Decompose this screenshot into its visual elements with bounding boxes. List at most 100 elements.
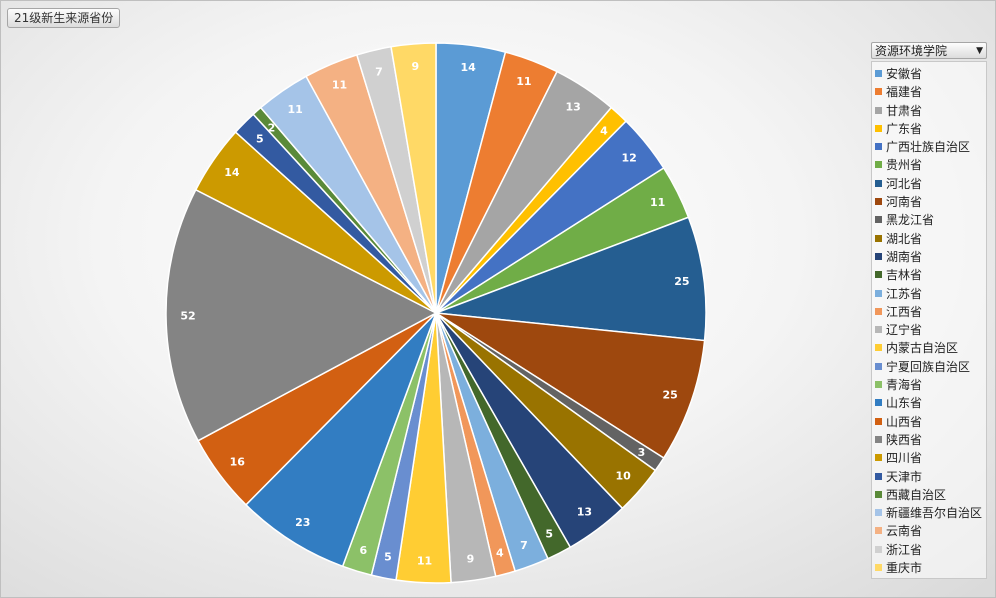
legend-swatch (875, 234, 882, 242)
data-label-23: 5 (256, 133, 264, 146)
legend-item[interactable]: 陕西省 (875, 431, 982, 449)
legend-item[interactable]: 湖南省 (875, 248, 982, 266)
legend-item-label: 福建省 (886, 85, 923, 100)
data-label-11: 13 (577, 506, 592, 519)
legend-item-label: 重庆市 (886, 561, 923, 576)
legend-item[interactable]: 新疆维吾尔自治区 (875, 504, 982, 522)
legend: 安徽省福建省甘肃省广东省 广西壮族自治区贵州省河北省河南省黑龙江省湖北省湖南省吉林… (871, 61, 987, 579)
pie-slice-19[interactable] (244, 312, 437, 568)
data-label-28: 9 (411, 60, 419, 73)
legend-swatch (875, 564, 882, 572)
legend-swatch (875, 362, 882, 370)
legend-swatch (875, 527, 882, 535)
legend-swatch (875, 399, 882, 407)
legend-item[interactable]: 山西省 (875, 413, 982, 431)
legend-item[interactable]: 广东省 (875, 120, 982, 138)
legend-item-label: 山西省 (886, 414, 923, 429)
legend-swatch (875, 307, 882, 315)
legend-item[interactable]: 重庆市 (875, 559, 982, 577)
data-label-3: 13 (565, 100, 580, 113)
legend-item-label: 湖南省 (886, 249, 923, 264)
data-label-21: 52 (180, 309, 195, 322)
legend-item[interactable]: 贵州省 (875, 156, 982, 174)
legend-item-label: 内蒙古自治区 (886, 341, 959, 356)
legend-item[interactable]: 广西壮族自治区 (875, 138, 982, 156)
data-label-14: 4 (496, 547, 504, 560)
legend-item[interactable]: 河南省 (875, 193, 982, 211)
data-label-24: 2 (268, 121, 276, 134)
legend-item[interactable]: 西藏自治区 (875, 486, 982, 504)
legend-item-label: 黑龙江省 (886, 213, 935, 228)
legend-item-label: 陕西省 (886, 432, 923, 447)
data-label-7: 25 (674, 275, 689, 288)
legend-swatch (875, 381, 882, 389)
legend-item-label: 青海省 (886, 378, 923, 393)
data-label-27: 7 (375, 66, 383, 79)
legend-swatch (875, 198, 882, 206)
legend-item-label: 安徽省 (886, 67, 923, 81)
legend-item-label: 浙江省 (886, 542, 923, 557)
data-label-22: 14 (224, 166, 240, 179)
legend-swatch (875, 509, 882, 517)
legend-item-label: 西藏自治区 (886, 487, 947, 502)
legend-swatch (875, 289, 882, 297)
pie-slice-8[interactable] (435, 312, 706, 460)
legend-item[interactable]: 浙江省 (875, 541, 982, 559)
legend-item[interactable]: 江西省 (875, 303, 982, 321)
legend-item-label: 贵州省 (886, 158, 923, 173)
pie-slice-7[interactable] (435, 216, 707, 342)
pie-slice-21[interactable] (165, 188, 438, 442)
chart-title[interactable]: 21级新生来源省份 (7, 8, 121, 28)
legend-item[interactable]: 安徽省 (875, 65, 982, 83)
data-label-10: 10 (616, 470, 632, 483)
legend-filter-dropdown[interactable]: 资源环境学院 ▼ (871, 42, 987, 59)
legend-item-label: 四川省 (886, 451, 923, 466)
data-label-13: 7 (520, 539, 528, 552)
legend-item[interactable]: 福建省 (875, 83, 982, 101)
pie-slice-28[interactable] (390, 42, 437, 314)
legend-swatch (875, 435, 882, 443)
legend-swatch (875, 326, 882, 334)
data-label-19: 23 (295, 516, 310, 529)
data-label-12: 5 (545, 528, 553, 541)
legend-item[interactable]: 云南省 (875, 522, 982, 540)
legend-swatch (875, 545, 882, 553)
legend-item-label: 甘肃省 (886, 103, 923, 118)
legend-item-label: 湖北省 (886, 231, 923, 246)
legend-item[interactable]: 四川省 (875, 449, 982, 467)
legend-item[interactable]: 江苏省 (875, 285, 982, 303)
legend-item-label: 云南省 (886, 524, 923, 539)
legend-item[interactable]: 内蒙古自治区 (875, 339, 982, 357)
data-label-9: 3 (638, 446, 646, 459)
legend-swatch (875, 143, 882, 151)
legend-swatch (875, 472, 882, 480)
legend-item[interactable]: 青海省 (875, 376, 982, 394)
legend-item[interactable]: 黑龙江省 (875, 211, 982, 229)
legend-swatch (875, 216, 882, 224)
legend-item[interactable]: 天津市 (875, 468, 982, 486)
legend-item[interactable]: 辽宁省 (875, 321, 982, 339)
legend-item[interactable]: 河北省 (875, 175, 982, 193)
legend-filter-label: 资源环境学院 (875, 44, 948, 58)
legend-item[interactable]: 湖北省 (875, 230, 982, 248)
legend-swatch (875, 124, 882, 132)
legend-item[interactable]: 宁夏回族自治区 (875, 358, 982, 376)
data-label-8: 25 (663, 388, 678, 401)
legend-swatch (875, 161, 882, 169)
legend-item-label: 天津市 (886, 469, 923, 484)
data-label-6: 11 (650, 196, 665, 209)
legend-item-label: 河北省 (886, 176, 923, 191)
data-label-18: 6 (359, 544, 367, 557)
legend-item[interactable]: 甘肃省 (875, 102, 982, 120)
legend-swatch (875, 252, 882, 260)
legend-item-label: 河南省 (886, 195, 923, 210)
pie-slices (165, 42, 707, 584)
data-label-5: 12 (621, 151, 636, 164)
data-label-16: 11 (417, 555, 432, 568)
legend-item[interactable]: 吉林省 (875, 266, 982, 284)
dropdown-arrow-icon[interactable]: ▼ (976, 46, 983, 56)
legend-item[interactable]: 山东省 (875, 394, 982, 412)
legend-item-label: 吉林省 (886, 268, 923, 283)
legend-item-label: 山东省 (886, 396, 923, 411)
legend-swatch (875, 88, 882, 96)
